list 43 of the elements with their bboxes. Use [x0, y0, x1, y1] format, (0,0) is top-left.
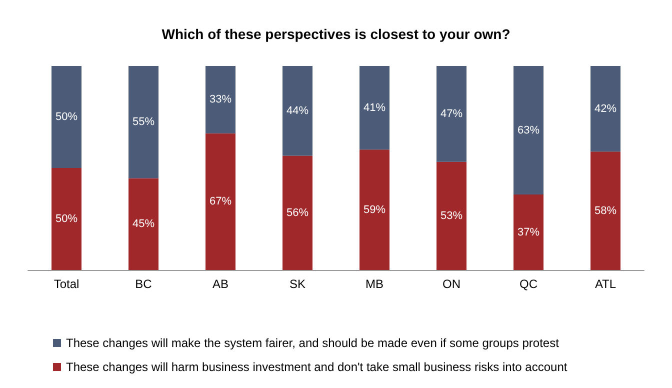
bar [128, 66, 158, 178]
bar [360, 150, 390, 270]
x-tick-label: ATL [594, 277, 616, 291]
data-label: 67% [209, 196, 232, 208]
data-label: 41% [363, 102, 386, 114]
data-label: 37% [517, 226, 540, 238]
data-label: 63% [517, 124, 540, 136]
bar [52, 66, 82, 168]
bar [590, 66, 620, 152]
data-label: 47% [440, 108, 463, 120]
bar [436, 162, 466, 270]
x-tick-label: ON [442, 277, 460, 291]
bar [590, 152, 620, 270]
data-label: 56% [286, 206, 309, 219]
x-tick-label: QC [520, 277, 538, 291]
data-label: 50% [55, 111, 78, 123]
data-label: 55% [132, 116, 155, 128]
data-label: 58% [594, 204, 617, 217]
bar [360, 66, 390, 150]
legend-label: These changes will make the system fairer, and should be made even if some groups protest [66, 336, 560, 350]
data-label: 44% [286, 104, 309, 117]
bar [514, 66, 544, 195]
bar [436, 66, 466, 162]
data-label: 53% [440, 210, 463, 222]
bar [206, 66, 236, 134]
chart-title: Which of these perspectives is closest to your own? [162, 26, 510, 42]
bar [282, 66, 312, 156]
bar [206, 133, 236, 270]
data-label: 33% [209, 94, 232, 106]
x-tick-label: SK [289, 277, 306, 291]
legend-label: These changes will harm business investment and don't take small business risks into account [66, 360, 568, 374]
x-tick-label: Total [54, 277, 80, 291]
data-label: 59% [363, 204, 386, 216]
bar [282, 156, 312, 270]
x-tick-label: BC [135, 277, 152, 291]
x-tick-label: MB [366, 277, 384, 291]
data-label: 42% [594, 102, 617, 115]
bar [514, 194, 544, 270]
bar [52, 168, 82, 270]
data-label: 50% [55, 213, 78, 225]
x-tick-label: AB [212, 277, 229, 291]
data-label: 45% [132, 218, 155, 230]
bar [128, 178, 158, 270]
